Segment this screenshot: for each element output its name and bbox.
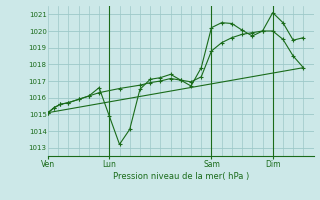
X-axis label: Pression niveau de la mer( hPa ): Pression niveau de la mer( hPa ) bbox=[113, 172, 249, 181]
